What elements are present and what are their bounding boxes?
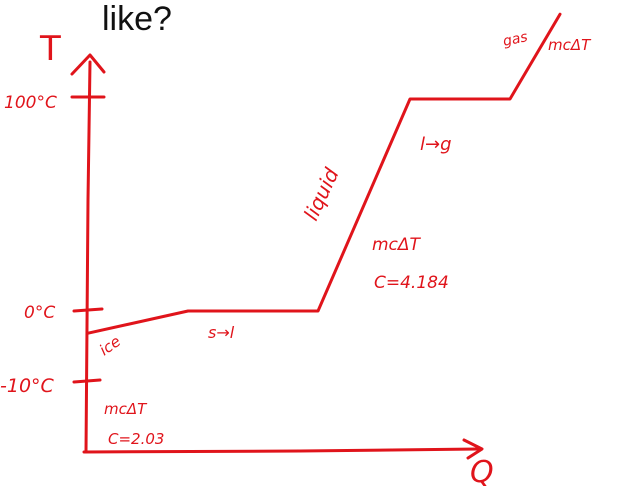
label-liquid-specific-heat: C=4.184 (374, 273, 449, 293)
tick-minus10c (72, 378, 102, 384)
slide-heading-fragment: like? (102, 0, 172, 38)
label-ice-specific-heat: C=2.03 (108, 430, 164, 448)
tick-label-0c: 0°C (24, 303, 55, 323)
label-melting: s→l (208, 323, 235, 342)
heating-curve-series (86, 12, 562, 335)
y-axis-label: T (39, 29, 61, 69)
label-liquid: liquid (299, 164, 344, 224)
label-liquid-formula: mcΔT (372, 235, 422, 255)
tick-0c (72, 307, 104, 313)
x-axis-arrow (462, 438, 484, 460)
label-ice: ice (96, 332, 124, 359)
label-gas: gas (502, 29, 530, 50)
tick-label-100c: 100°C (4, 93, 57, 113)
x-axis (82, 447, 480, 454)
tick-label-minus10c: -10°C (0, 375, 55, 397)
label-ice-formula: mcΔT (104, 400, 148, 418)
x-axis-label: Q (470, 455, 494, 490)
label-gas-formula: mcΔT (548, 36, 592, 54)
y-axis (84, 60, 92, 454)
y-axis-arrow (70, 53, 106, 76)
label-boiling: l→g (420, 134, 452, 155)
